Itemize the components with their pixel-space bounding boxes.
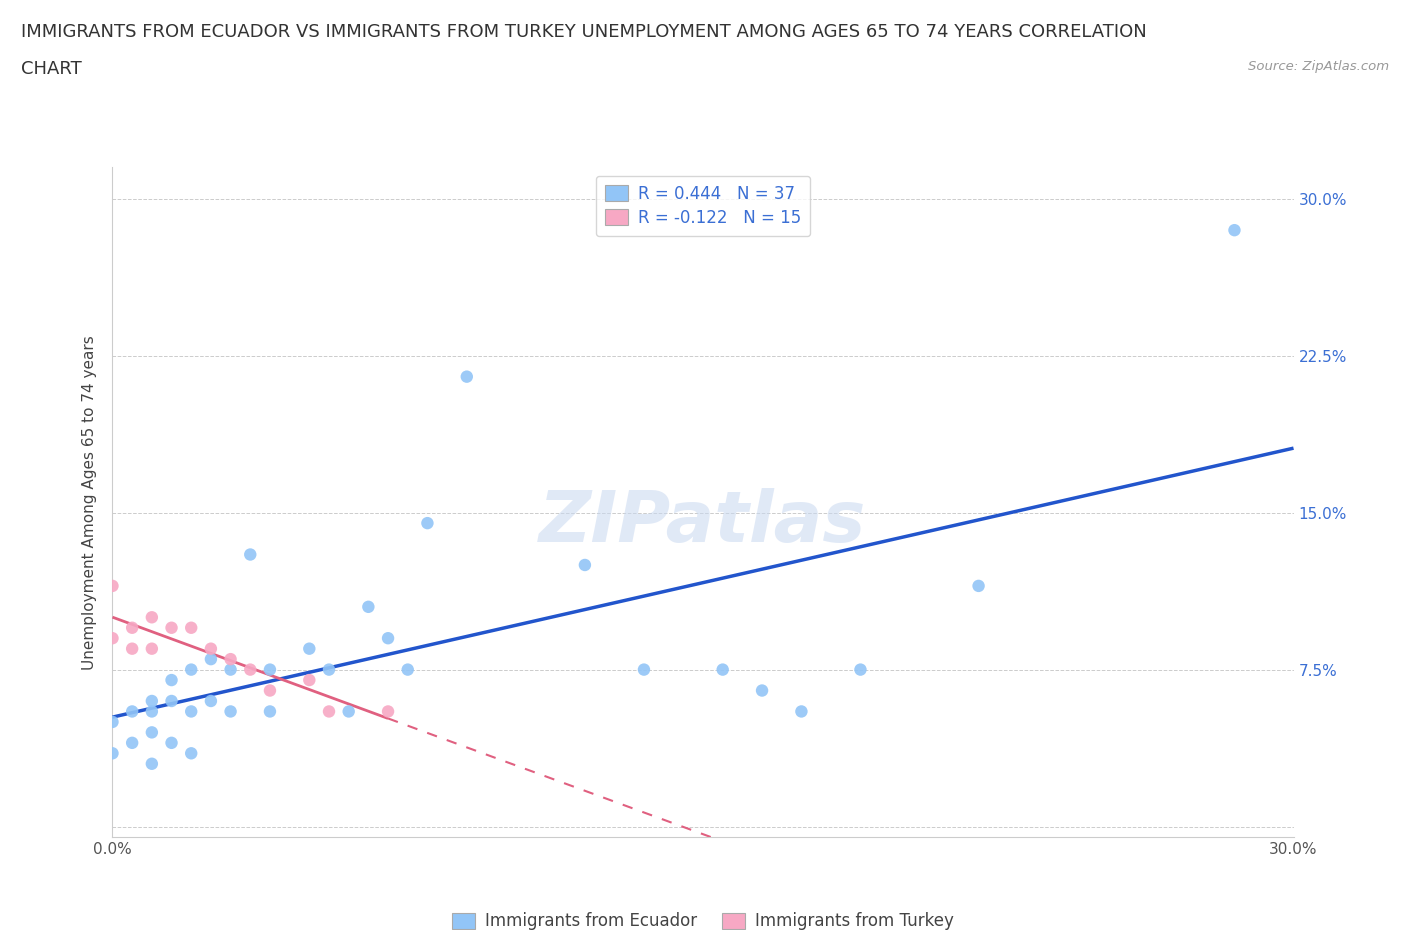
Point: [318, 662, 340, 677]
Point: [160, 620, 183, 635]
Point: [239, 547, 262, 562]
Point: [101, 746, 124, 761]
Point: [967, 578, 990, 593]
Point: [101, 631, 124, 645]
Point: [790, 704, 813, 719]
Point: [633, 662, 655, 677]
Point: [298, 672, 321, 687]
Point: [416, 516, 439, 531]
Point: [219, 704, 242, 719]
Text: ZIPatlas: ZIPatlas: [540, 488, 866, 557]
Point: [141, 756, 163, 771]
Point: [180, 662, 202, 677]
Legend: Immigrants from Ecuador, Immigrants from Turkey: Immigrants from Ecuador, Immigrants from…: [446, 906, 960, 930]
Point: [456, 369, 478, 384]
Point: [141, 642, 163, 657]
Point: [219, 652, 242, 667]
Point: [259, 704, 281, 719]
Point: [121, 620, 143, 635]
Point: [160, 736, 183, 751]
Text: CHART: CHART: [21, 60, 82, 78]
Point: [101, 714, 124, 729]
Point: [377, 704, 399, 719]
Point: [751, 683, 773, 698]
Point: [200, 694, 222, 709]
Text: Source: ZipAtlas.com: Source: ZipAtlas.com: [1249, 60, 1389, 73]
Point: [160, 672, 183, 687]
Point: [200, 642, 222, 657]
Point: [160, 694, 183, 709]
Point: [377, 631, 399, 645]
Point: [318, 704, 340, 719]
Point: [141, 725, 163, 740]
Text: IMMIGRANTS FROM ECUADOR VS IMMIGRANTS FROM TURKEY UNEMPLOYMENT AMONG AGES 65 TO : IMMIGRANTS FROM ECUADOR VS IMMIGRANTS FR…: [21, 23, 1147, 41]
Point: [574, 558, 596, 573]
Point: [298, 642, 321, 657]
Point: [396, 662, 419, 677]
Point: [711, 662, 734, 677]
Point: [180, 746, 202, 761]
Point: [239, 662, 262, 677]
Point: [200, 652, 222, 667]
Point: [259, 683, 281, 698]
Point: [357, 600, 380, 615]
Point: [1223, 223, 1246, 238]
Y-axis label: Unemployment Among Ages 65 to 74 years: Unemployment Among Ages 65 to 74 years: [82, 335, 97, 670]
Point: [121, 736, 143, 751]
Point: [337, 704, 360, 719]
Point: [121, 704, 143, 719]
Point: [121, 642, 143, 657]
Point: [141, 610, 163, 625]
Point: [141, 704, 163, 719]
Point: [849, 662, 872, 677]
Point: [180, 704, 202, 719]
Point: [219, 662, 242, 677]
Point: [101, 578, 124, 593]
Point: [180, 620, 202, 635]
Point: [259, 662, 281, 677]
Point: [141, 694, 163, 709]
